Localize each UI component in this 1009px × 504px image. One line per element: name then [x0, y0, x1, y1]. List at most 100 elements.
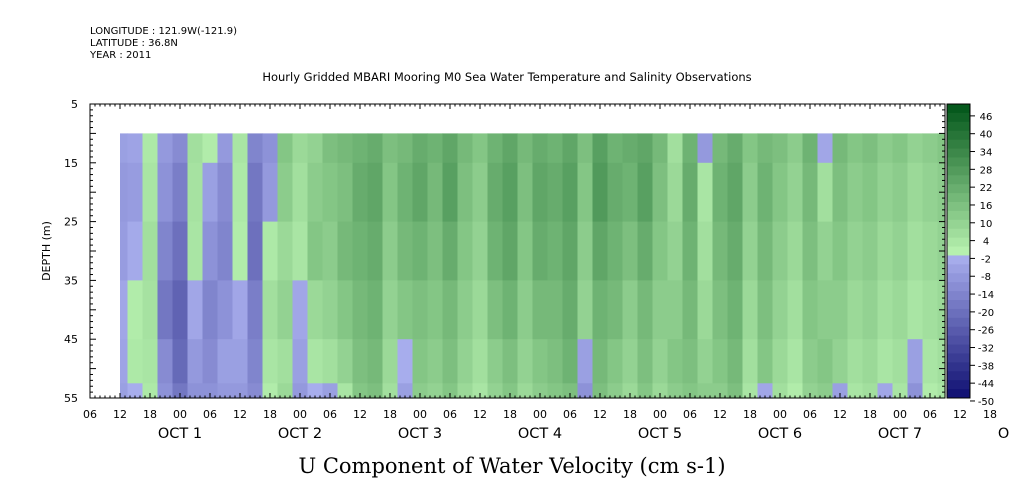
x-tick-label: 12 [833, 408, 847, 421]
heat-cell [307, 280, 324, 340]
heat-cell [757, 162, 774, 223]
heat-cell [652, 162, 669, 223]
heat-cell [562, 221, 579, 281]
heat-cell [787, 221, 804, 281]
heat-cell [397, 339, 414, 384]
heat-cell [487, 162, 504, 223]
heat-cell [922, 221, 939, 281]
colorbar-band [947, 193, 970, 203]
heat-cell [697, 133, 714, 164]
heat-cell [367, 133, 384, 164]
x-date-label: OCT 2 [278, 426, 322, 442]
heat-cell [637, 339, 654, 384]
heat-cell [592, 280, 609, 340]
heat-cell [262, 280, 279, 340]
heat-cell [877, 339, 894, 384]
heat-cell [172, 221, 189, 281]
heat-cell [397, 162, 414, 223]
heat-cell [862, 221, 879, 281]
x-tick-label: 06 [443, 408, 457, 421]
heat-cell [652, 280, 669, 340]
heat-cell [577, 339, 594, 384]
heat-cell [802, 383, 819, 399]
heat-cell [637, 280, 654, 340]
x-tick-label: 00 [173, 408, 187, 421]
heat-cell [187, 383, 204, 399]
heat-cell [787, 383, 804, 399]
heat-cell [172, 280, 189, 340]
heat-cell [277, 383, 294, 399]
colorbar-band [947, 121, 970, 132]
heat-cell [682, 383, 699, 399]
colorbar-band [947, 326, 970, 337]
heat-cell [772, 133, 789, 164]
x-date-label: OCT 8 [998, 426, 1009, 442]
heat-cell [120, 280, 129, 340]
heat-cell [292, 383, 309, 399]
heat-cell [487, 133, 504, 164]
heat-cell [757, 133, 774, 164]
heat-cell [532, 383, 549, 399]
colorbar-label: -2 [981, 254, 991, 265]
heat-cell [517, 162, 534, 223]
colorbar-band [947, 264, 970, 274]
colorbar-label: 28 [980, 165, 993, 176]
heat-cell [937, 383, 946, 399]
heat-cell [307, 383, 324, 399]
heat-cell [832, 339, 849, 384]
heat-cell [157, 383, 174, 399]
colorbar-label: 16 [980, 201, 993, 212]
heat-cell [127, 339, 144, 384]
heat-cell [652, 383, 669, 399]
heat-cell [712, 162, 729, 223]
heat-cell [787, 133, 804, 164]
heat-cell [592, 339, 609, 384]
heat-cell [127, 221, 144, 281]
heat-cell [127, 280, 144, 340]
heat-cell [892, 383, 909, 399]
heat-cell [637, 383, 654, 399]
heat-cell [127, 162, 144, 223]
heat-cell [232, 133, 249, 164]
heat-cell [742, 221, 759, 281]
heat-cell [907, 133, 924, 164]
heat-cell [922, 339, 939, 384]
x-date-label: OCT 6 [758, 426, 802, 442]
colorbar-label: 22 [980, 183, 993, 194]
x-date-label: OCT 7 [878, 426, 922, 442]
heat-cell [592, 162, 609, 223]
heat-cell [502, 162, 519, 223]
colorbar-band [947, 166, 970, 176]
heat-cell [412, 280, 429, 340]
heat-cell [787, 280, 804, 340]
heat-cell [232, 221, 249, 281]
heat-cell [157, 280, 174, 340]
heat-cell [172, 383, 189, 399]
heat-cell [607, 280, 624, 340]
heat-cell [592, 133, 609, 164]
longitude-label: LONGITUDE : 121.9W(-121.9) [90, 26, 237, 37]
heat-cell [232, 280, 249, 340]
heat-cell [742, 383, 759, 399]
heat-cell [307, 133, 324, 164]
heat-cell [682, 339, 699, 384]
heat-cell [142, 339, 159, 384]
colorbar-band [947, 184, 970, 194]
heat-cell [127, 383, 144, 399]
colorbar-band [947, 344, 970, 354]
heat-cell [817, 162, 834, 223]
heat-cell [202, 133, 219, 164]
heat-cell [802, 162, 819, 223]
heat-cell [847, 383, 864, 399]
heat-cell [367, 339, 384, 384]
chart-title: Hourly Gridded MBARI Mooring M0 Sea Wate… [262, 70, 752, 84]
heat-cell [412, 221, 429, 281]
heat-cell [397, 221, 414, 281]
heat-cell [292, 280, 309, 340]
heat-cell [217, 339, 234, 384]
colorbar-band [947, 371, 970, 381]
heat-cell [877, 221, 894, 281]
heat-cell [217, 280, 234, 340]
heat-cell [187, 280, 204, 340]
